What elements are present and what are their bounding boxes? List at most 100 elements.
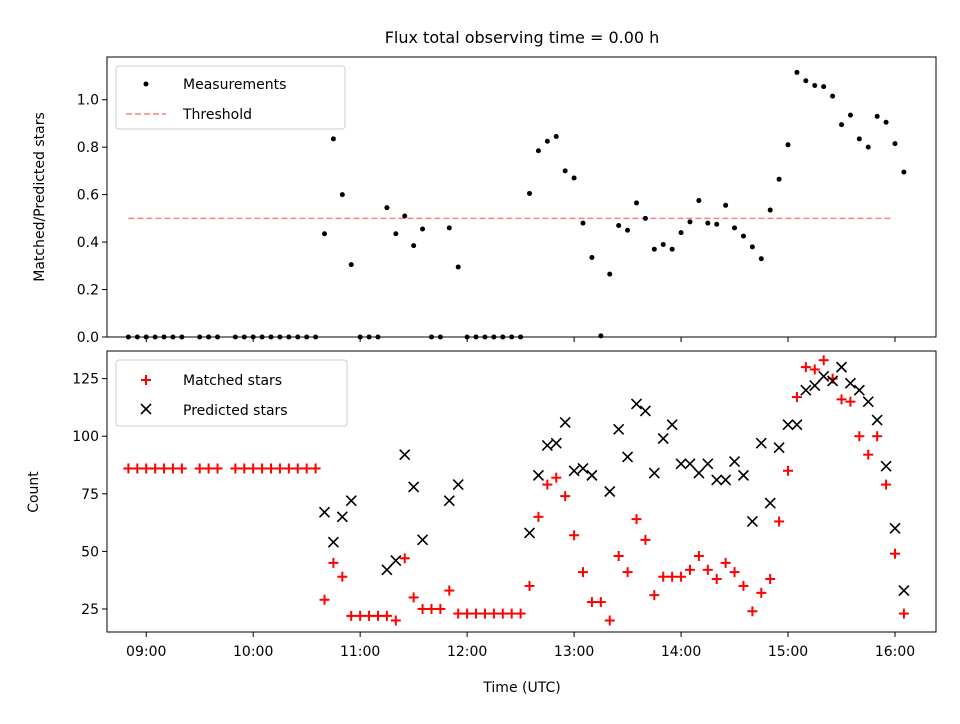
predicted-star-point — [577, 462, 589, 475]
predicted-star-point — [452, 479, 464, 491]
chart-title: Flux total observing time = 0.00 h — [385, 28, 660, 47]
measurement-point — [687, 219, 693, 225]
measurement-point — [527, 190, 533, 196]
matched-star-point — [676, 571, 687, 582]
measurement-point — [125, 334, 131, 340]
matched-star-point — [622, 567, 633, 578]
measurement-points — [125, 69, 907, 340]
bottom-y-tick-label: 25 — [81, 602, 99, 618]
predicted-star-point — [532, 469, 545, 481]
matched-star-point — [355, 610, 366, 621]
measurement-point — [660, 241, 666, 247]
matched-star-point — [453, 608, 464, 619]
measurement-point — [562, 168, 568, 174]
predicted-star-point — [408, 481, 420, 493]
measurement-point — [509, 334, 515, 340]
predicted-star-point — [648, 467, 660, 479]
matched-star-point — [488, 608, 499, 619]
measurement-point — [812, 82, 818, 88]
matched-star-point — [898, 608, 909, 619]
predicted-star-point — [613, 423, 625, 435]
measurement-point — [134, 334, 140, 340]
measurement-point — [304, 334, 310, 340]
measurement-point — [696, 198, 702, 204]
matched-star-point — [586, 597, 597, 608]
matched-star-point — [194, 463, 205, 474]
matched-star-point — [390, 615, 401, 626]
predicted-star-point — [639, 405, 651, 417]
predicted-star-point — [399, 449, 411, 461]
matched-star-point — [479, 608, 490, 619]
measurement-point — [625, 227, 631, 233]
matched-star-point — [729, 567, 740, 578]
predicted-star-point — [381, 564, 393, 576]
matched-star-point — [560, 491, 571, 502]
predicted-star-point — [622, 451, 634, 463]
measurement-point — [437, 334, 443, 340]
matched-star-point — [515, 608, 526, 619]
measurement-point — [500, 334, 506, 340]
matched-star-point — [791, 392, 802, 403]
matched-star-point — [328, 557, 339, 568]
measurement-point — [179, 334, 185, 340]
measurement-point — [749, 244, 755, 250]
matched-star-point — [310, 463, 321, 474]
x-tick-label: 14:00 — [661, 644, 701, 660]
top-y-tick-label: 0.4 — [77, 235, 99, 251]
measurement-point — [598, 333, 604, 339]
bottom-legend: Matched stars Predicted stars — [115, 359, 348, 427]
measurement-point — [821, 84, 827, 90]
predicted-star-point — [390, 555, 402, 567]
measurement-point — [714, 221, 720, 227]
measurement-point — [580, 220, 586, 226]
x-tick-label: 16:00 — [875, 644, 915, 660]
measurement-point — [553, 133, 559, 139]
matched-star-point — [381, 610, 392, 621]
predicted-star-point — [443, 495, 455, 507]
measurement-point — [161, 334, 167, 340]
measurement-point — [295, 334, 301, 340]
measurement-point — [491, 334, 497, 340]
measurement-point — [411, 243, 417, 249]
measurement-point — [705, 220, 711, 226]
measurement-point — [348, 262, 354, 268]
top-y-ticks: 0.0 0.2 0.4 0.6 0.8 1.0 — [77, 93, 107, 346]
predicted-star-point — [871, 414, 883, 426]
matched-star-point — [693, 550, 704, 561]
predicted-star-point — [809, 379, 821, 392]
predicted-star-point — [693, 467, 705, 479]
measurement-point — [758, 256, 764, 262]
predicted-star-point — [720, 474, 732, 486]
measurement-point — [232, 334, 238, 340]
measurement-point — [803, 78, 809, 84]
measurement-point — [651, 246, 657, 252]
matched-star-point — [889, 548, 900, 559]
predicted-star-point — [327, 536, 339, 548]
measurement-point — [589, 255, 595, 261]
predicted-star-point — [773, 442, 785, 454]
matched-star-point — [578, 567, 589, 578]
matched-star-point — [720, 557, 731, 568]
x-axis-label: Time (UTC) — [482, 680, 560, 696]
predicted-star-point — [604, 485, 616, 498]
matched-star-point — [765, 574, 776, 585]
matched-star-point — [176, 463, 187, 474]
bottom-y-tick-label: 100 — [72, 429, 99, 445]
matched-star-point — [756, 587, 767, 598]
measurement-point — [669, 246, 675, 252]
matched-star-point — [738, 580, 749, 591]
legend-measurements-label: Measurements — [183, 77, 286, 93]
measurement-point — [241, 334, 247, 340]
matched-star-point — [372, 610, 383, 621]
matched-star-point — [881, 479, 892, 490]
matched-star-point — [702, 564, 713, 575]
measurement-point — [607, 271, 613, 277]
legend-matched-marker — [141, 375, 151, 385]
measurement-point — [767, 207, 773, 213]
measurement-point — [339, 192, 345, 198]
predicted-star-point — [827, 375, 839, 387]
measurement-point — [892, 141, 898, 147]
measurement-point — [482, 334, 488, 340]
matched-star-point — [132, 463, 143, 474]
measurement-point — [473, 334, 479, 340]
